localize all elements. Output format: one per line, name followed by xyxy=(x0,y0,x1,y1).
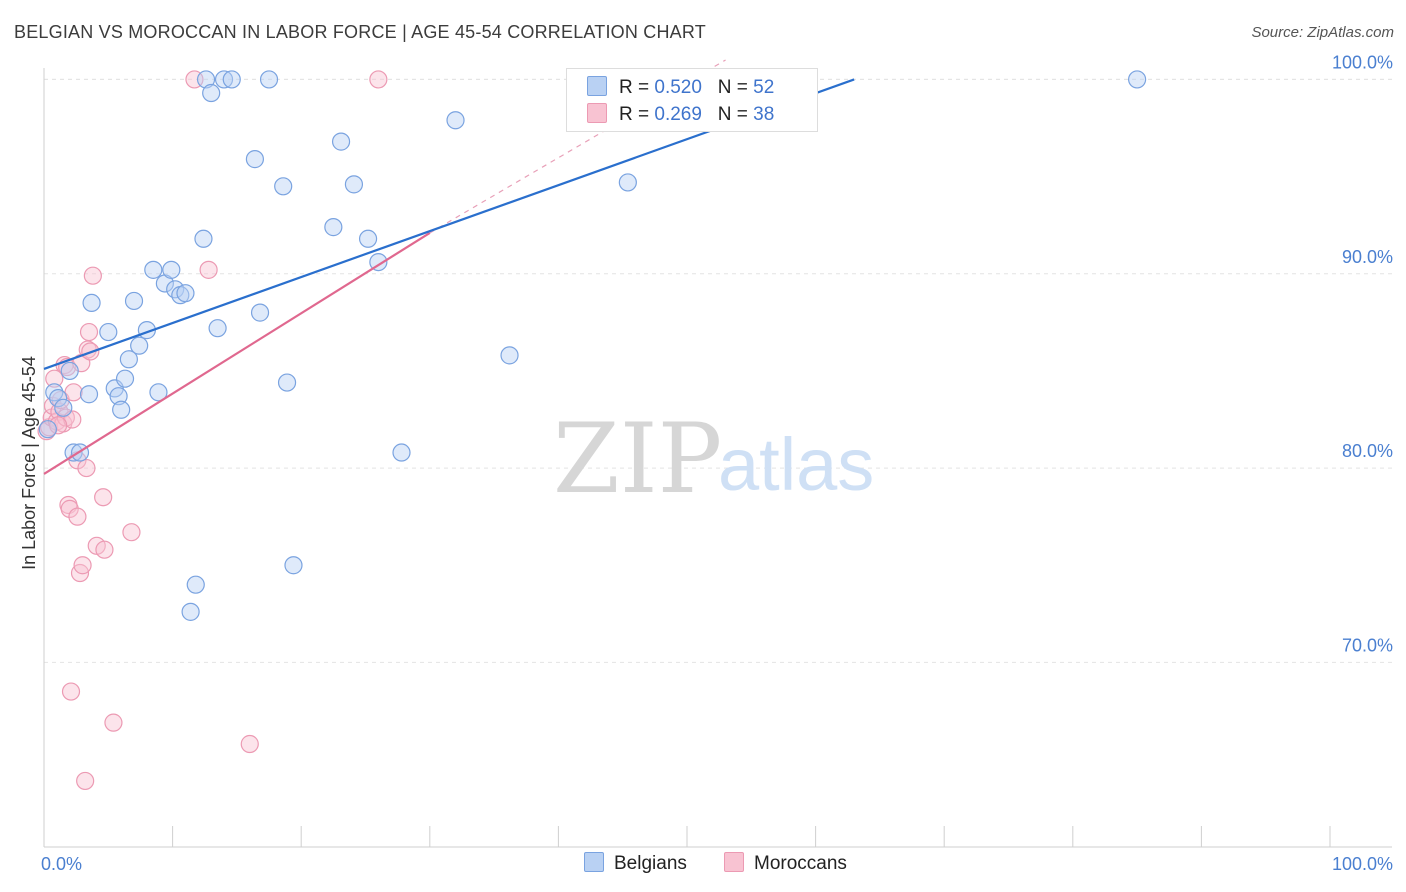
belgian-point xyxy=(186,575,205,594)
belgian-point xyxy=(166,280,185,299)
belgian-point xyxy=(99,322,118,342)
belgian-point xyxy=(277,373,297,392)
belgian-points xyxy=(38,70,1147,621)
belgian-point xyxy=(49,389,68,408)
correlation-legend: R = 0.520 N = 52 R = 0.269 N = 38 xyxy=(566,68,818,132)
belgian-point xyxy=(144,260,163,279)
belgian-point xyxy=(446,111,465,130)
moroccan-point xyxy=(77,458,96,478)
belgian-point xyxy=(358,229,378,248)
belgian-point xyxy=(54,398,73,417)
belgian-point xyxy=(162,260,181,279)
belgian-point xyxy=(214,70,234,89)
legend-r-label: R = xyxy=(619,77,650,98)
grid-layer xyxy=(44,78,1392,663)
belgian-point xyxy=(392,443,411,462)
moroccan-point xyxy=(61,682,81,701)
x-tick-label-max: 100.0% xyxy=(1332,854,1393,874)
watermark: ZIP atlas xyxy=(553,403,874,515)
belgian-point xyxy=(250,303,270,322)
moroccan-point xyxy=(83,266,102,285)
y-tick-label: 100.0% xyxy=(1332,52,1393,72)
belgian-point xyxy=(112,400,131,419)
moroccan-legend-swatch xyxy=(724,852,744,872)
belgian-point xyxy=(369,252,388,272)
belgian-point xyxy=(109,387,128,406)
belgian-point xyxy=(500,346,519,365)
belgian-point xyxy=(124,291,144,311)
belgian-point xyxy=(202,83,221,103)
belgian-point xyxy=(64,443,83,462)
legend-n-label: N = xyxy=(717,104,748,125)
moroccan-trend-extension xyxy=(429,59,726,234)
belgian-r-value: 0.520 xyxy=(654,77,702,98)
moroccan-point xyxy=(79,322,99,342)
chart-title: BELGIAN VS MOROCCAN IN LABOR FORCE | AGE… xyxy=(14,22,706,42)
moroccan-point xyxy=(122,523,141,542)
y-tick-label: 70.0% xyxy=(1342,635,1393,655)
y-tick-label: 80.0% xyxy=(1342,441,1393,461)
moroccan-r-value: 0.269 xyxy=(654,104,702,125)
belgian-point xyxy=(176,284,195,303)
belgian-point xyxy=(82,293,101,313)
bottom-legend-belgians-label: Belgians xyxy=(614,853,687,874)
moroccan-n-value: 38 xyxy=(753,104,775,125)
moroccan-trend-line xyxy=(43,232,431,475)
belgian-point xyxy=(245,150,265,169)
moroccan-point xyxy=(73,556,92,575)
moroccan-swatch xyxy=(587,103,607,123)
belgian-point xyxy=(115,369,135,388)
belgian-point xyxy=(149,383,168,402)
belgian-point xyxy=(284,556,303,575)
belgian-point xyxy=(208,319,227,338)
belgian-point xyxy=(196,70,216,89)
moroccan-point xyxy=(240,734,259,754)
belgian-point xyxy=(1127,70,1147,89)
axis-layer: 70.0% 80.0% 90.0% 100.0% 0.0% 100.0% xyxy=(41,52,1393,874)
belgian-point xyxy=(79,385,99,404)
moroccan-point xyxy=(68,507,87,526)
x-tick-label-min: 0.0% xyxy=(41,854,82,874)
source-label: Source: ZipAtlas.com xyxy=(1251,24,1394,41)
moroccan-point xyxy=(104,713,123,732)
belgian-n-value: 52 xyxy=(753,77,775,98)
belgian-point xyxy=(274,177,293,196)
moroccan-point xyxy=(60,499,79,518)
moroccan-points xyxy=(37,70,388,791)
moroccan-point xyxy=(199,260,218,279)
bottom-legend-moroccans: Moroccans xyxy=(724,852,847,875)
belgian-legend-swatch xyxy=(584,852,604,872)
legend-row-belgians: R = 0.520 N = 52 xyxy=(587,76,774,99)
belgian-point xyxy=(119,350,138,369)
belgian-point xyxy=(60,361,79,381)
moroccan-point xyxy=(76,771,95,791)
belgian-point xyxy=(344,175,364,194)
belgian-point xyxy=(38,420,57,439)
bottom-legend-belgians: Belgians xyxy=(584,852,687,875)
watermark-atlas: atlas xyxy=(718,423,874,506)
moroccan-point xyxy=(45,369,64,388)
belgian-point xyxy=(222,70,241,89)
belgian-point xyxy=(618,173,637,192)
moroccan-point xyxy=(369,70,388,89)
legend-r-label: R = xyxy=(619,104,650,125)
belgian-point xyxy=(181,602,200,621)
moroccan-point xyxy=(64,383,83,402)
y-tick-label: 90.0% xyxy=(1342,247,1393,267)
belgian-swatch xyxy=(587,76,607,96)
y-axis-label: In Labor Force | Age 45-54 xyxy=(19,356,39,570)
moroccan-point xyxy=(49,416,68,435)
belgian-point xyxy=(331,132,351,151)
belgian-point xyxy=(194,229,213,248)
moroccan-point xyxy=(95,540,114,559)
belgian-point xyxy=(324,218,343,237)
bottom-legend-moroccans-label: Moroccans xyxy=(754,853,847,874)
moroccan-point xyxy=(94,488,113,507)
watermark-zip: ZIP xyxy=(553,403,722,515)
belgian-point xyxy=(130,336,149,355)
legend-n-label: N = xyxy=(717,77,748,98)
legend-row-moroccans: R = 0.269 N = 38 xyxy=(587,103,774,126)
belgian-point xyxy=(259,70,279,89)
